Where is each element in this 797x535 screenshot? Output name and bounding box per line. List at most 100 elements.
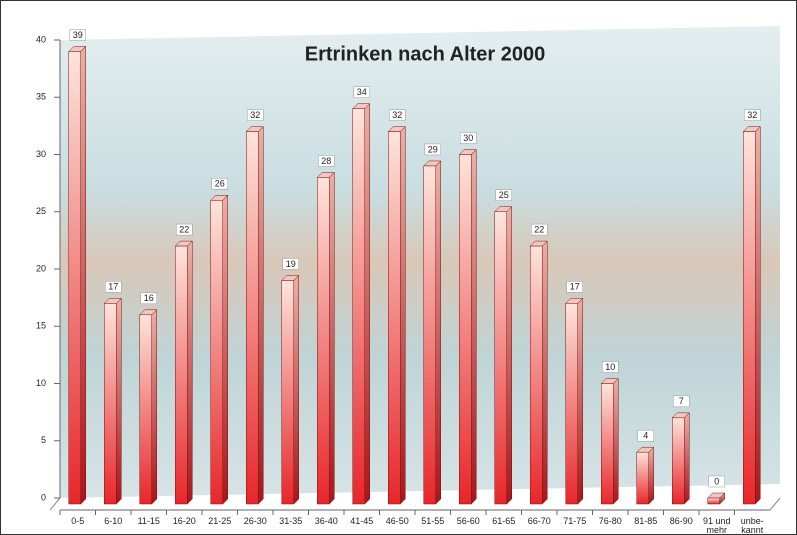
bar-part bbox=[471, 150, 476, 505]
bar-part bbox=[282, 280, 294, 504]
bar-part bbox=[152, 310, 157, 504]
x-tick-label: unbe-kannt bbox=[735, 517, 769, 535]
bar bbox=[282, 275, 299, 504]
bar bbox=[743, 127, 760, 504]
bar bbox=[601, 379, 618, 505]
y-tick-label: 0 bbox=[41, 492, 46, 502]
y-tick-label: 15 bbox=[36, 321, 46, 331]
value-label: 26 bbox=[215, 179, 225, 189]
bar-part bbox=[708, 498, 720, 504]
bar bbox=[211, 195, 228, 504]
x-tick-label: 21-25 bbox=[203, 517, 237, 526]
value-label: 39 bbox=[73, 30, 83, 40]
value-label: 25 bbox=[499, 190, 509, 200]
y-tick-label: 30 bbox=[36, 149, 46, 159]
bar-part bbox=[495, 212, 507, 504]
x-tick-label: 86-90 bbox=[664, 517, 698, 526]
bar bbox=[140, 310, 157, 504]
y-tick-label: 10 bbox=[36, 378, 46, 388]
bar-part bbox=[329, 172, 334, 504]
value-label: 17 bbox=[108, 282, 118, 292]
x-tick-label: 51-55 bbox=[416, 517, 450, 526]
bar-part bbox=[613, 379, 618, 505]
x-tick-label: 11-15 bbox=[132, 517, 166, 526]
x-tick-label: 6-10 bbox=[96, 517, 130, 526]
bar-part bbox=[388, 132, 400, 504]
value-label: 32 bbox=[747, 110, 757, 120]
bar bbox=[175, 241, 192, 504]
bar-part bbox=[258, 127, 263, 504]
bar-part bbox=[578, 298, 583, 504]
bar-part bbox=[116, 298, 121, 504]
x-tick-label: 36-40 bbox=[309, 517, 343, 526]
value-label: 30 bbox=[463, 133, 473, 143]
x-tick-label: 56-60 bbox=[451, 517, 485, 526]
value-label: 10 bbox=[605, 362, 615, 372]
bar-part bbox=[601, 384, 613, 505]
value-label: 0 bbox=[714, 476, 719, 486]
bar-part bbox=[246, 132, 258, 504]
bar-part bbox=[187, 241, 192, 504]
x-tick-label: 61-65 bbox=[487, 517, 521, 526]
bar bbox=[246, 127, 263, 504]
value-label: 4 bbox=[643, 431, 648, 441]
bar-part bbox=[755, 127, 760, 504]
y-tick-label: 25 bbox=[36, 206, 46, 216]
value-label: 29 bbox=[428, 144, 438, 154]
x-tick-label: 46-50 bbox=[380, 517, 414, 526]
x-tick-label: 16-20 bbox=[167, 517, 201, 526]
bar-part bbox=[81, 46, 86, 504]
bar-part bbox=[684, 413, 689, 504]
bar-part bbox=[365, 104, 370, 504]
value-label: 32 bbox=[250, 110, 260, 120]
x-tick-label: 0-5 bbox=[61, 517, 95, 526]
bar-part bbox=[530, 246, 542, 504]
x-tick-label: 31-35 bbox=[274, 517, 308, 526]
bar-part bbox=[459, 155, 471, 505]
bar bbox=[424, 161, 441, 504]
y-tick-label: 20 bbox=[36, 263, 46, 273]
bar-part bbox=[223, 195, 228, 504]
x-tick-label: 76-80 bbox=[593, 517, 627, 526]
bar-part bbox=[140, 315, 152, 504]
value-label: 7 bbox=[679, 396, 684, 406]
bar-part bbox=[400, 127, 405, 504]
value-label: 17 bbox=[570, 282, 580, 292]
bar-part bbox=[104, 303, 116, 504]
bar-part bbox=[424, 166, 436, 504]
bar-part bbox=[69, 51, 81, 504]
chart: Ertrinken nach Alter 2000 05101520253035… bbox=[0, 0, 797, 535]
bar-part bbox=[566, 303, 578, 504]
x-tick-label: 91 und mehr bbox=[700, 517, 734, 535]
bar-part bbox=[672, 418, 684, 504]
x-tick-label: 26-30 bbox=[238, 517, 272, 526]
bar-part bbox=[317, 177, 329, 504]
x-tick-label: 71-75 bbox=[558, 517, 592, 526]
value-label: 19 bbox=[286, 259, 296, 269]
bar bbox=[672, 413, 689, 504]
value-label: 16 bbox=[144, 293, 154, 303]
bar-part bbox=[211, 200, 223, 504]
bar bbox=[353, 104, 370, 504]
bar bbox=[69, 46, 86, 504]
bar-part bbox=[649, 447, 654, 504]
bar-part bbox=[507, 207, 512, 504]
value-label: 32 bbox=[392, 110, 402, 120]
bar-part bbox=[353, 109, 365, 504]
bar bbox=[530, 241, 547, 504]
y-tick-label: 35 bbox=[36, 92, 46, 102]
y-tick-label: 5 bbox=[41, 435, 46, 445]
bar bbox=[637, 447, 654, 504]
bar-part bbox=[743, 132, 755, 504]
bar bbox=[459, 150, 476, 505]
value-label: 34 bbox=[357, 87, 367, 97]
y-tick-label: 40 bbox=[36, 34, 46, 44]
x-tick-label: 66-70 bbox=[522, 517, 556, 526]
bar bbox=[317, 172, 334, 504]
bar-part bbox=[294, 275, 299, 504]
bar-part bbox=[542, 241, 547, 504]
bar-part bbox=[175, 246, 187, 504]
bar bbox=[104, 298, 121, 504]
bar bbox=[388, 127, 405, 504]
x-tick-label: 41-45 bbox=[345, 517, 379, 526]
